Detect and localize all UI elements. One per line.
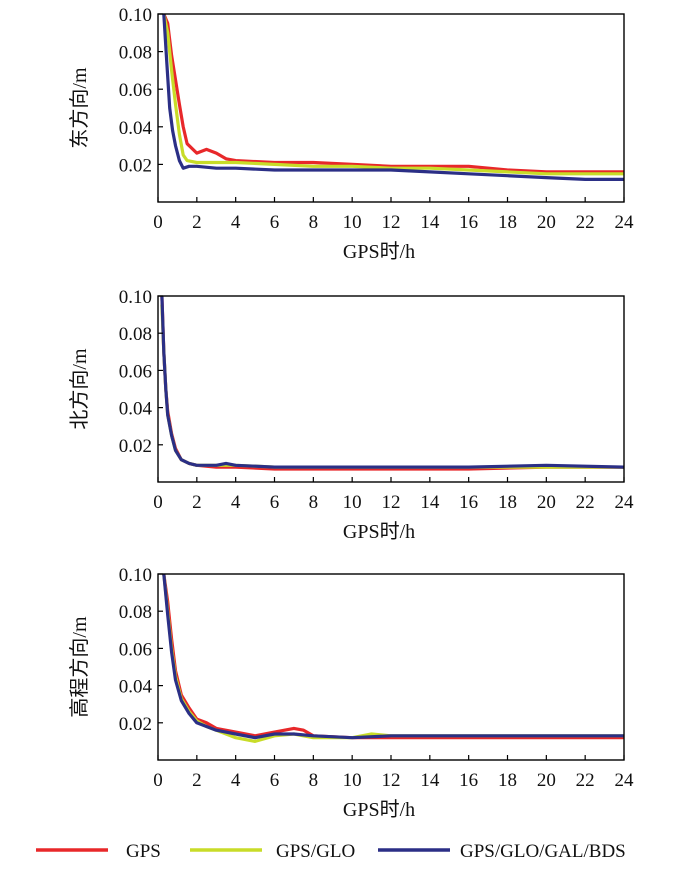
x-tick-label: 6 [270,492,280,513]
x-tick-label: 0 [153,492,163,513]
x-tick-label: 10 [343,492,362,513]
y-tick-label: 0.06 [119,639,152,660]
x-tick-label: 10 [343,770,362,791]
y-axis-label: 东方向/m [68,67,91,149]
x-tick-label: 0 [153,770,163,791]
y-tick-label: 0.02 [119,714,152,735]
y-tick-label: 0.10 [119,565,152,586]
x-tick-label: 8 [309,492,319,513]
y-axis-label: 高程方向/m [68,616,91,718]
x-tick-label: 6 [270,212,280,233]
x-tick-label: 14 [420,492,440,513]
x-tick-label: 22 [576,770,595,791]
x-tick-label: 22 [576,492,595,513]
x-tick-label: 14 [420,770,440,791]
series-line-gps-glo-gal-bds [162,14,624,181]
x-tick-label: 18 [498,492,517,513]
y-tick-label: 0.08 [119,602,152,623]
x-tick-label: 8 [309,212,319,233]
x-axis-label: GPS时/h [343,520,415,543]
x-tick-label: 24 [615,492,635,513]
x-tick-label: 8 [309,770,319,791]
x-tick-label: 0 [153,212,163,233]
x-tick-label: 18 [498,770,517,791]
legend-item-gps: GPS [36,841,161,862]
series-group [160,296,624,471]
chart-panels: 0 2 4 6 8 10 12 14 16 18 20 22 240.020.040.060.080.1… [68,5,634,821]
legend-label: GPS/GLO/GAL/BDS [460,841,626,862]
x-tick-label: 20 [537,492,556,513]
x-tick-label: 2 [192,492,202,513]
x-tick-label: 4 [231,770,241,791]
legend-label: GPS [126,841,161,862]
y-tick-label: 0.10 [119,5,152,26]
x-tick-label: 20 [537,770,556,791]
x-tick-label: 16 [459,770,478,791]
y-tick-label: 0.04 [119,399,153,420]
x-tick-label: 2 [192,212,202,233]
series-line-gps [162,574,624,740]
series-line-gps [160,296,624,471]
y-tick-label: 0.04 [119,677,153,698]
y-tick-label: 0.06 [119,361,152,382]
x-tick-label: 12 [382,770,401,791]
x-tick-label: 24 [615,770,635,791]
x-axis-label: GPS时/h [343,240,415,263]
y-tick-label: 0.08 [119,324,152,345]
y-tick-label: 0.08 [119,43,152,64]
x-tick-label: 4 [231,212,241,233]
series-line-gps-glo-gal-bds [160,296,624,469]
x-tick-label: 14 [420,212,440,233]
chart-panel-1: 0 2 4 6 8 10 12 14 16 18 20 22 240.020.040.060.080.1… [68,5,634,263]
series-line-gps-glo-gal-bds [162,574,624,740]
x-tick-label: 18 [498,212,517,233]
x-tick-label: 22 [576,212,595,233]
x-tick-label: 12 [382,212,401,233]
x-tick-label: 2 [192,770,202,791]
series-group [162,14,624,181]
series-line-gps-glo [162,574,624,743]
x-tick-label: 6 [270,770,280,791]
plot-frame [157,295,625,483]
legend: GPS GPS/GLO GPS/GLO/GAL/BDS [36,841,626,862]
y-axis-label: 北方向/m [68,348,91,430]
legend-item-gps-glo-gal-bds: GPS/GLO/GAL/BDS [378,841,626,862]
series-group [162,574,624,743]
legend-item-gps-glo: GPS/GLO [190,841,355,862]
y-tick-label: 0.02 [119,155,152,176]
y-tick-label: 0.10 [119,287,152,308]
chart-panel-3: 0 2 4 6 8 10 12 14 16 18 20 22 240.020.040.060.080.1… [68,565,634,821]
y-tick-label: 0.06 [119,80,152,101]
x-axis-label: GPS时/h [343,798,415,821]
y-tick-label: 0.02 [119,436,152,457]
chart-panel-2: 0 2 4 6 8 10 12 14 16 18 20 22 240.020.040.060.080.1… [68,287,634,543]
x-tick-label: 10 [343,212,362,233]
y-tick-label: 0.04 [119,118,153,139]
series-line-gps-glo [160,303,624,469]
x-tick-label: 24 [615,212,635,233]
x-tick-label: 16 [459,492,478,513]
x-tick-label: 12 [382,492,401,513]
x-tick-label: 20 [537,212,556,233]
x-tick-label: 4 [231,492,241,513]
legend-label: GPS/GLO [276,841,355,862]
series-line-gps-glo [162,14,624,176]
series-line-gps [162,14,624,174]
x-tick-label: 16 [459,212,478,233]
